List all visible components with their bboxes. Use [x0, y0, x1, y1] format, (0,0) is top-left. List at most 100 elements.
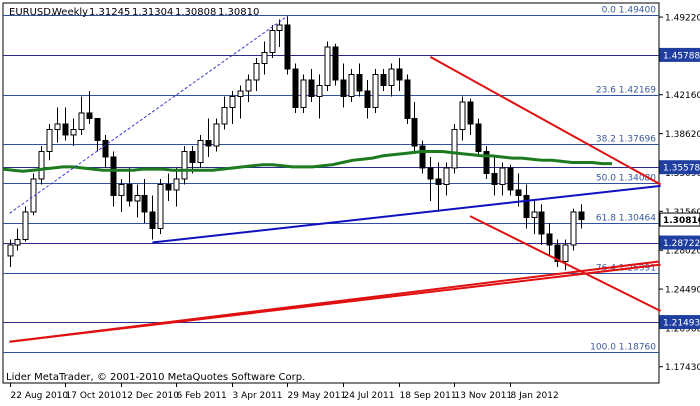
plot-frame — [2, 2, 660, 384]
watermark-text: Lider MetaTrader, © 2001-2010 MetaQuotes… — [6, 372, 305, 383]
price-level-label: 1.30810 — [663, 216, 700, 226]
candle-body — [14, 238, 21, 246]
candle-body — [515, 189, 522, 196]
fib-level-label: 50.0 1.34080 — [596, 174, 656, 184]
y-axis-tick-label: 1.28020 — [665, 247, 700, 257]
price-level-box — [659, 212, 700, 227]
candle-body — [78, 112, 85, 130]
candle-body — [292, 68, 299, 108]
dashed-trendline — [9, 15, 288, 214]
fib-level-label: 23.6 1.42169 — [596, 86, 656, 96]
y-axis-tick-label: 1.42160 — [665, 91, 700, 101]
candle-body — [443, 167, 450, 185]
candle-body — [404, 79, 411, 119]
chart-header-low: 1.30808 — [175, 7, 216, 18]
x-axis-tick-label: 3 Apr 2011 — [233, 391, 283, 401]
moving-average-line — [2, 150, 612, 173]
price-level-box — [659, 235, 700, 250]
candle-body — [110, 156, 117, 196]
candle-body — [396, 68, 403, 81]
candle-body — [269, 29, 276, 53]
candle-body — [554, 244, 561, 262]
candle-body — [388, 68, 395, 86]
candle-body — [411, 117, 418, 147]
candle-body — [324, 46, 331, 86]
candle-body — [181, 150, 188, 180]
chart-header-open: 1.31245 — [89, 7, 130, 18]
y-axis-tick-label: 1.17430 — [665, 363, 700, 373]
candle-body — [7, 244, 14, 257]
fib-level-label: 0.0 1.49400 — [602, 6, 657, 16]
candle-body — [118, 183, 125, 196]
candle-body — [126, 183, 133, 202]
candle-body — [348, 73, 355, 97]
candle-body — [356, 73, 363, 92]
candle-body — [229, 95, 236, 108]
x-axis-tick-label: 12 Dec 2010 — [122, 391, 180, 401]
candle-body — [364, 90, 371, 108]
candle-body — [38, 150, 45, 180]
x-axis-tick-label: 22 Aug 2010 — [11, 391, 69, 401]
fib-level-label: 38.2 1.37696 — [596, 135, 656, 145]
candle-body — [149, 211, 156, 229]
candle-body — [546, 233, 553, 246]
candle-body — [531, 211, 538, 218]
price-level-label: 1.28722 — [663, 239, 700, 249]
candle-body — [62, 123, 69, 136]
chart-header-timeframe: Weekly — [52, 7, 88, 18]
candle-body — [491, 172, 498, 185]
candle-body — [308, 79, 315, 97]
y-axis-tick-label: 1.24490 — [665, 286, 700, 296]
y-axis-tick-label: 1.20960 — [665, 324, 700, 334]
candle-body — [427, 167, 434, 180]
trendline-extension — [9, 260, 660, 343]
candle-body — [205, 139, 212, 147]
candle-body — [562, 244, 569, 262]
candle-body — [419, 145, 426, 169]
x-axis-tick-label: 17 Oct 2010 — [66, 391, 122, 401]
candle-body — [189, 150, 196, 163]
candle-body — [94, 117, 101, 141]
candle-body — [340, 79, 347, 97]
candle-body — [70, 128, 77, 136]
chart-header-close: 1.30810 — [218, 7, 259, 18]
trendline — [469, 215, 662, 312]
candle-body — [578, 211, 585, 221]
price-level-box — [659, 315, 700, 330]
trendline — [429, 56, 662, 186]
fib-level-label: 61.8 1.30464 — [596, 214, 656, 224]
candle-body — [499, 167, 506, 185]
candle-body — [54, 123, 61, 130]
chart-header-symbol: EURUSD, — [9, 7, 54, 18]
x-axis-tick-label: 24 Jul 2011 — [344, 391, 395, 401]
candle-body — [245, 79, 252, 92]
x-axis-tick-label: 29 May 2011 — [288, 391, 347, 401]
candle-body — [134, 194, 141, 202]
candle-body — [435, 178, 442, 185]
candle-body — [467, 101, 474, 125]
candle-body — [300, 79, 307, 108]
candle-body — [459, 101, 466, 130]
candle-body — [372, 73, 379, 108]
x-axis-tick-label: 13 Nov 2011 — [455, 391, 513, 401]
price-level-label: 1.45788 — [663, 51, 700, 61]
candle-body — [261, 51, 268, 64]
candle-body — [197, 139, 204, 163]
price-level-label: 1.35578 — [663, 164, 700, 174]
candle-body — [523, 194, 530, 218]
chart-header-high: 1.31304 — [132, 7, 173, 18]
candle-body — [538, 211, 545, 235]
candle-body — [165, 183, 172, 191]
candle-body — [102, 139, 109, 158]
candle-body — [221, 106, 228, 125]
candle-body — [141, 194, 148, 213]
candle-body — [570, 211, 577, 246]
price-level-label: 1.21493 — [663, 319, 700, 329]
candle-body — [380, 73, 387, 86]
x-axis-tick-label: 8 Jan 2012 — [511, 391, 559, 401]
y-axis-tick-label: 1.38620 — [665, 130, 700, 140]
x-axis-tick-label: 18 Sep 2011 — [400, 391, 457, 401]
candle-body — [451, 128, 458, 169]
